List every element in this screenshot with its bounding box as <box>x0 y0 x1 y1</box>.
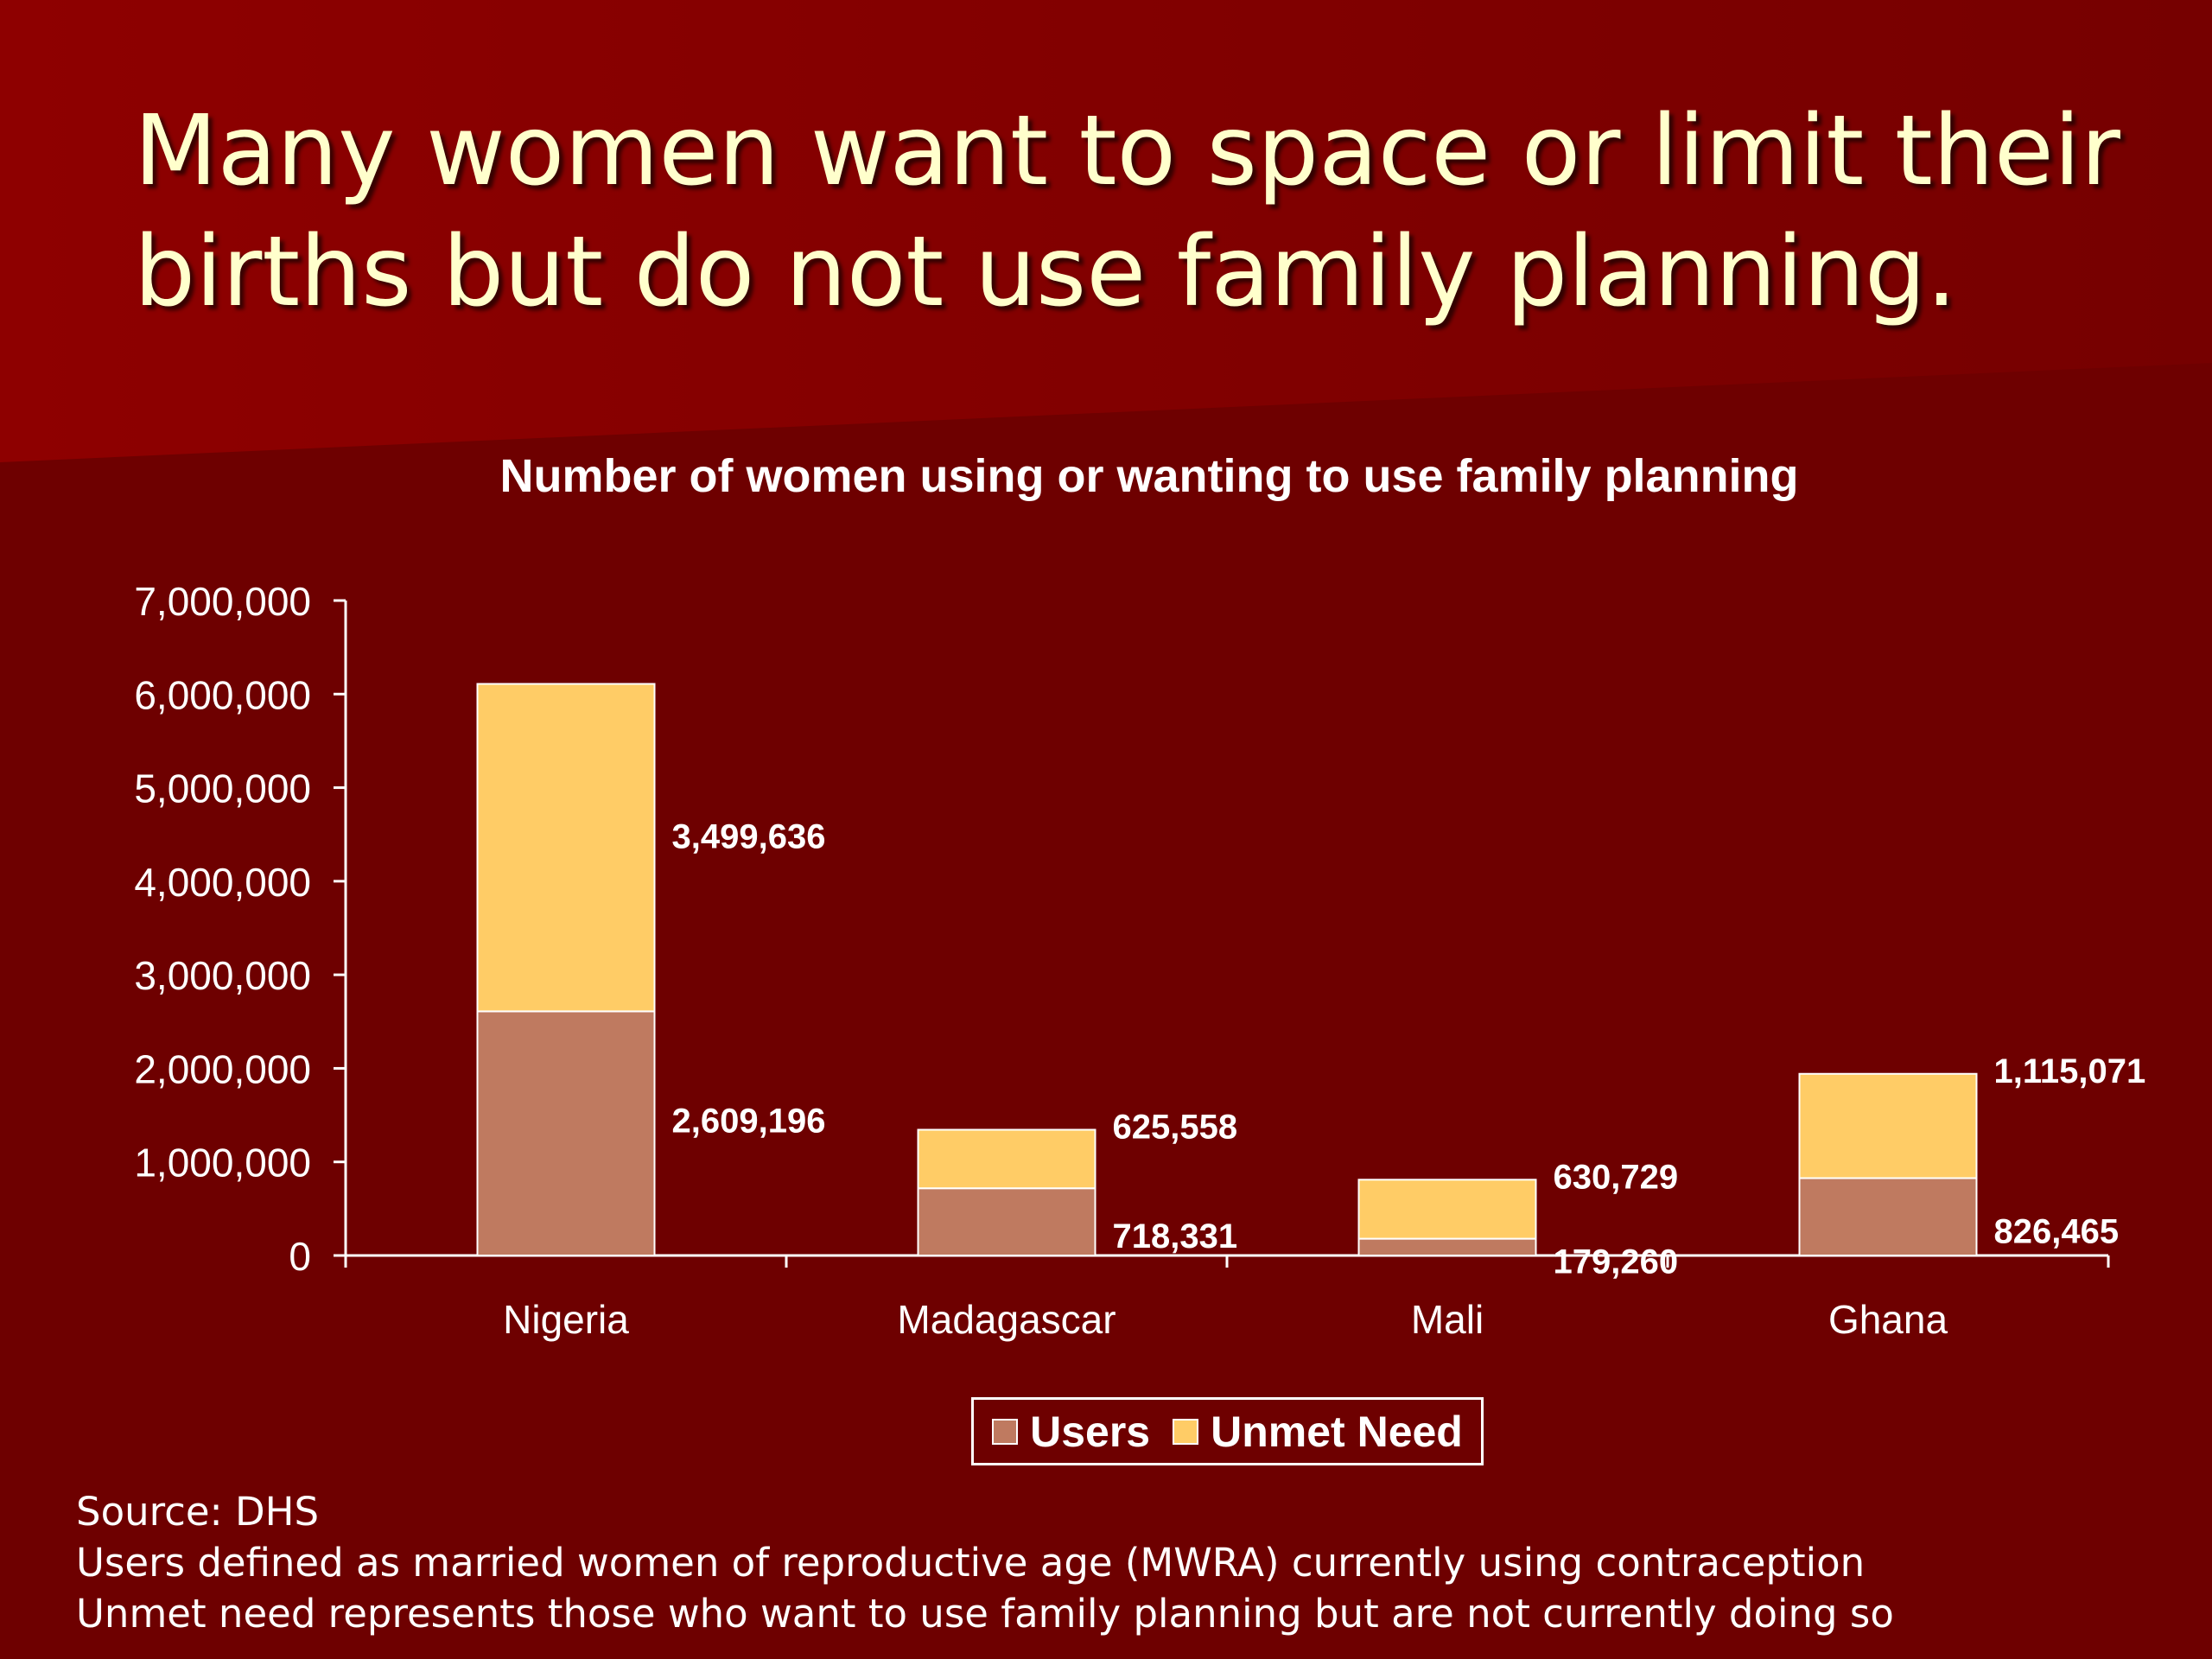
bar-unmet-need <box>1798 1072 1978 1179</box>
legend-swatch-unmet-need <box>1173 1418 1199 1445</box>
slide-title: Many women want to space or limit their … <box>134 91 2121 333</box>
bar-unmet-need <box>1357 1179 1537 1240</box>
legend-swatch-users <box>992 1418 1019 1445</box>
bar-users <box>1798 1177 1978 1256</box>
y-tick-label: 0 <box>289 1234 311 1279</box>
data-label-unmet-need: 625,558 <box>1113 1108 1238 1146</box>
x-category-label: Mali <box>1411 1297 1484 1342</box>
x-category-label: Nigeria <box>503 1297 629 1342</box>
y-tick-label: 1,000,000 <box>134 1141 311 1185</box>
slide-title-line-1: Many women want to space or limit their <box>134 95 2120 207</box>
data-label-users: 826,465 <box>1994 1212 2120 1250</box>
x-category-label: Ghana <box>1828 1297 1948 1342</box>
data-label-users: 2,609,196 <box>672 1102 826 1140</box>
source-line: Source: DHS <box>76 1489 320 1535</box>
y-tick-label: 3,000,000 <box>134 953 311 998</box>
legend-item-users: Users <box>992 1407 1150 1457</box>
legend-label-unmet-need: Unmet Need <box>1211 1407 1463 1456</box>
y-tick-label: 6,000,000 <box>134 672 311 717</box>
data-label-unmet-need: 630,729 <box>1554 1158 1679 1196</box>
data-label-unmet-need: 1,115,071 <box>1994 1052 2146 1090</box>
users-definition-line: Users defined as married women of reprod… <box>76 1540 1866 1586</box>
legend-label-users: Users <box>1030 1407 1151 1456</box>
x-category-label: Madagascar <box>897 1297 1116 1342</box>
y-tick-label: 5,000,000 <box>134 766 311 811</box>
bar-unmet-need <box>476 683 656 1013</box>
bar-users <box>917 1187 1096 1256</box>
bar-users <box>476 1010 656 1256</box>
chart-title: Number of women using or wanting to use … <box>499 450 1799 502</box>
data-label-users: 179,260 <box>1554 1243 1679 1281</box>
slide-title-line-2: births but do not use family planning. <box>134 216 1957 328</box>
y-tick-label: 7,000,000 <box>134 579 311 624</box>
y-tick-label: 2,000,000 <box>134 1046 311 1091</box>
bar-unmet-need <box>917 1128 1096 1190</box>
chart-legend: Users Unmet Need <box>971 1397 1484 1465</box>
legend-item-unmet-need: Unmet Need <box>1173 1407 1463 1457</box>
data-label-users: 718,331 <box>1113 1217 1238 1255</box>
data-label-unmet-need: 3,499,636 <box>672 818 826 856</box>
bar-users <box>1357 1237 1537 1257</box>
y-tick-label: 4,000,000 <box>134 860 311 905</box>
source-notes: Source: DHS Users defined as married wom… <box>76 1486 2150 1639</box>
unmet-need-definition-line: Unmet need represents those who want to … <box>76 1591 1894 1637</box>
